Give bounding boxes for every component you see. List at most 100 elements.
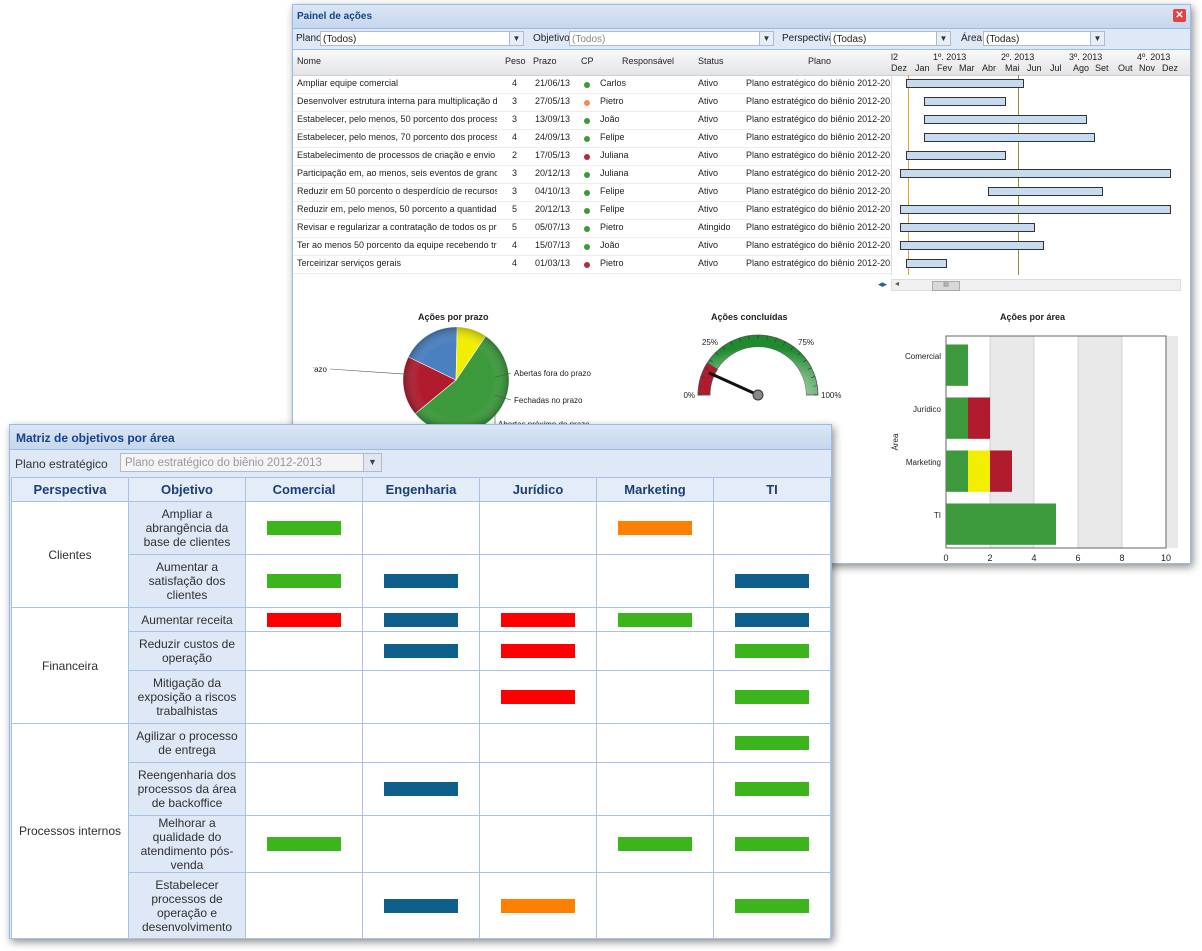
col-status[interactable]: Status <box>698 56 724 66</box>
area-cell[interactable] <box>479 872 597 939</box>
col-nome[interactable]: Nome <box>297 56 322 66</box>
area-cell[interactable] <box>596 631 714 671</box>
table-row[interactable]: Reduzir em 50 porcento o desperdício de … <box>293 183 891 202</box>
area-cell[interactable] <box>245 872 363 939</box>
area-cell[interactable] <box>362 607 480 632</box>
gantt-bar[interactable] <box>924 133 1095 142</box>
table-row[interactable]: Estabelecer, pelo menos, 70 porcento dos… <box>293 129 891 148</box>
col-responsavel[interactable]: Responsável <box>622 56 675 66</box>
area-cell[interactable] <box>479 631 597 671</box>
area-cell[interactable] <box>479 554 597 608</box>
plan-select[interactable]: Plano estratégico do biênio 2012-2013 ▼ <box>120 453 382 472</box>
area-cell[interactable] <box>362 501 480 555</box>
cell-plano: Plano estratégico do biênio 2012-201 <box>746 222 891 232</box>
chevron-down-icon[interactable]: ▼ <box>1090 32 1104 45</box>
area-cell[interactable] <box>713 762 831 816</box>
area-cell[interactable] <box>479 670 597 724</box>
area-cell[interactable] <box>596 501 714 555</box>
cell-peso: 5 <box>512 222 518 232</box>
area-cell[interactable] <box>245 670 363 724</box>
chevron-down-icon[interactable]: ▼ <box>936 32 950 45</box>
area-cell[interactable] <box>596 723 714 763</box>
area-cell[interactable] <box>713 554 831 608</box>
area-cell[interactable] <box>479 815 597 873</box>
gantt-bar[interactable] <box>987 187 1103 196</box>
table-row[interactable]: Reduzir em, pelo menos, 50 porcento a qu… <box>293 201 891 220</box>
gantt-bar[interactable] <box>899 169 1171 178</box>
gantt-bar[interactable] <box>924 115 1088 124</box>
area-cell[interactable] <box>479 723 597 763</box>
area-cell[interactable] <box>713 501 831 555</box>
gantt-bar[interactable] <box>899 241 1045 250</box>
area-cell[interactable] <box>713 670 831 724</box>
status-bar <box>618 612 692 627</box>
table-row[interactable]: Terceirizar serviços gerais 4 01/03/13 Piet… <box>293 255 891 274</box>
bar-segment[interactable] <box>946 397 968 439</box>
bar-segment[interactable] <box>968 397 990 439</box>
filter-plano-select[interactable]: (Todos) ▼ <box>320 31 524 46</box>
bar-segment[interactable] <box>946 503 1056 545</box>
area-cell[interactable] <box>713 815 831 873</box>
table-row[interactable]: Desenvolver estrutura interna para multi… <box>293 93 891 112</box>
table-row[interactable]: Ter ao menos 50 porcento da equipe receb… <box>293 237 891 256</box>
gantt-bar[interactable] <box>899 223 1036 232</box>
area-cell[interactable] <box>362 723 480 763</box>
filter-area-select[interactable]: (Todas) ▼ <box>983 31 1105 46</box>
area-cell[interactable] <box>362 670 480 724</box>
area-cell[interactable] <box>362 872 480 939</box>
gantt-scrollbar[interactable]: ◂▸ ◂ III <box>878 279 1181 291</box>
filter-perspectiva-select[interactable]: (Todas) ▼ <box>830 31 951 46</box>
col-plano[interactable]: Plano <box>808 56 832 66</box>
gantt-bar[interactable] <box>906 79 1024 88</box>
area-cell[interactable] <box>479 607 597 632</box>
chevron-down-icon[interactable]: ▼ <box>509 32 523 45</box>
area-cell[interactable] <box>713 872 831 939</box>
area-cell[interactable] <box>596 670 714 724</box>
close-icon[interactable]: ✕ <box>1173 9 1186 22</box>
gantt-bar[interactable] <box>906 259 947 268</box>
area-cell[interactable] <box>713 631 831 671</box>
area-cell[interactable] <box>245 631 363 671</box>
table-row[interactable]: Participação em, ao menos, seis eventos … <box>293 165 891 184</box>
area-cell[interactable] <box>245 501 363 555</box>
arrows-icon[interactable]: ◂▸ <box>878 279 888 289</box>
area-cell[interactable] <box>596 762 714 816</box>
area-cell[interactable] <box>479 501 597 555</box>
area-cell[interactable] <box>245 815 363 873</box>
area-cell[interactable] <box>596 815 714 873</box>
chevron-down-icon[interactable]: ▼ <box>759 32 773 45</box>
bar-segment[interactable] <box>946 344 968 386</box>
area-cell[interactable] <box>362 631 480 671</box>
table-row[interactable]: Ampliar equipe comercial 4 21/06/13 Carlos A… <box>293 75 891 94</box>
gantt-bar[interactable] <box>906 151 1006 160</box>
bar-segment[interactable] <box>968 450 990 492</box>
area-cell[interactable] <box>713 723 831 763</box>
area-cell[interactable] <box>596 607 714 632</box>
gantt-bar[interactable] <box>924 97 1006 106</box>
scroll-left-icon[interactable]: ◂ <box>895 279 900 288</box>
area-cell[interactable] <box>362 815 480 873</box>
col-peso[interactable]: Peso <box>505 56 526 66</box>
status-bar <box>735 612 809 627</box>
area-cell[interactable] <box>596 872 714 939</box>
area-cell[interactable] <box>245 554 363 608</box>
area-cell[interactable] <box>362 554 480 608</box>
scroll-thumb[interactable]: III <box>932 281 960 291</box>
area-cell[interactable] <box>479 762 597 816</box>
area-cell[interactable] <box>245 762 363 816</box>
table-row[interactable]: Estabelecimento de processos de criação … <box>293 147 891 166</box>
gantt-bar[interactable] <box>899 205 1171 214</box>
col-cp[interactable]: CP <box>581 56 594 66</box>
area-cell[interactable] <box>245 723 363 763</box>
area-cell[interactable] <box>245 607 363 632</box>
bar-segment[interactable] <box>990 450 1012 492</box>
bar-segment[interactable] <box>946 450 968 492</box>
area-cell[interactable] <box>596 554 714 608</box>
chevron-down-icon[interactable]: ▼ <box>363 454 381 471</box>
filter-objetivo-select[interactable]: (Todos) ▼ <box>569 31 774 46</box>
area-cell[interactable] <box>362 762 480 816</box>
table-row[interactable]: Estabelecer, pelo menos, 50 porcento dos… <box>293 111 891 130</box>
table-row[interactable]: Revisar e regularizar a contratação de t… <box>293 219 891 238</box>
area-cell[interactable] <box>713 607 831 632</box>
col-prazo[interactable]: Prazo <box>533 56 557 66</box>
